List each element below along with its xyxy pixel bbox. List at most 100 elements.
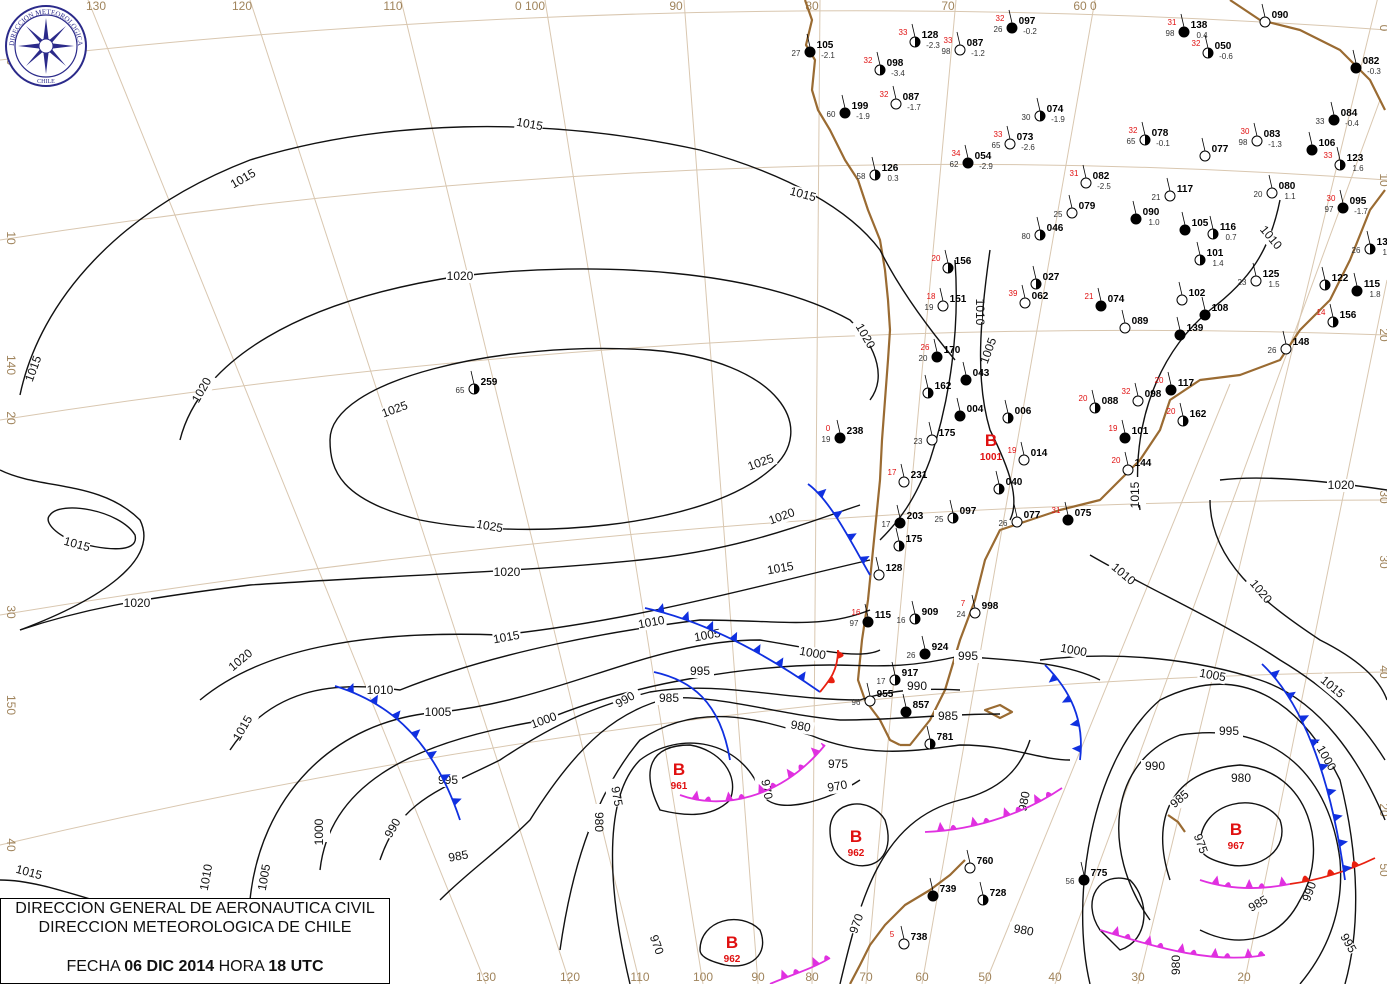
cloud-cover-icon — [834, 432, 846, 444]
station-pressure: 083 — [1264, 129, 1281, 140]
latitude-label: 150 — [4, 695, 18, 715]
isobar-label: 970 — [647, 933, 667, 957]
isobar-label-bg — [1314, 672, 1345, 701]
station-plot: 199 60 -1.9 — [827, 94, 870, 121]
wind-barb-icon — [964, 144, 969, 159]
isobar-label-bg — [201, 859, 220, 890]
station-pressure-tendency: 1.4 — [1382, 248, 1387, 257]
longitude-label: 130 — [86, 0, 106, 13]
cloud-cover-icon — [862, 616, 874, 628]
station-pressure: 027 — [1043, 272, 1060, 283]
wind-barb-icon — [1353, 272, 1358, 287]
isobar-label-bg — [981, 332, 1004, 364]
isobar-label: 1010 — [637, 613, 666, 631]
wind-barb-icon — [924, 374, 929, 389]
cold-front-triangle — [797, 671, 806, 682]
occluded-front-semicircle — [1223, 953, 1231, 958]
isobar-label-bg — [641, 926, 664, 958]
station-plot: 175 — [893, 527, 923, 552]
isobar-label: 990 — [1145, 759, 1165, 773]
wind-barb-icon — [1166, 177, 1171, 192]
station-plot: 097 25 — [935, 499, 977, 524]
wind-barb-icon — [1068, 194, 1073, 209]
cloud-cover-icon — [1122, 464, 1134, 476]
cloud-cover-half-icon — [1325, 280, 1330, 290]
station-dewpoint-or-visibility: 80 — [1022, 232, 1031, 241]
cloud-cover-half-icon — [928, 388, 933, 398]
warm-front — [1289, 857, 1376, 885]
station-plot: 122 — [1319, 266, 1349, 291]
wind-barb-icon — [1209, 215, 1214, 230]
cold-front-triangle — [370, 694, 378, 705]
isobar-label: 1005 — [425, 705, 452, 719]
occluded-front-triangle — [781, 969, 789, 980]
parallel — [0, 10, 1387, 61]
station-temperature: 31 — [1052, 506, 1061, 515]
isobar-label-bg — [513, 115, 544, 134]
station-temperature: 32 — [1122, 387, 1131, 396]
cloud-cover-icon — [804, 46, 816, 58]
occluded-front-triangle — [1034, 794, 1042, 804]
cloud-cover-half-icon — [875, 170, 880, 180]
coast-south-america-west — [803, 0, 901, 746]
isobar-label-bg — [903, 680, 931, 693]
wind-barb-icon — [895, 527, 900, 542]
cold-front-triangle — [656, 603, 665, 613]
logo-text-bottom: CHILE — [37, 79, 55, 85]
station-pressure: 101 — [1207, 248, 1224, 259]
station-plot: 097 32 26 -0.2 — [994, 9, 1037, 36]
station-pressure: 077 — [1212, 144, 1229, 155]
station-plot: 043 — [960, 361, 990, 386]
isobar-label-bg — [824, 758, 852, 771]
station-plot: 156 20 — [932, 249, 972, 274]
wind-barb-icon — [1097, 287, 1102, 302]
cloud-cover-icon — [1080, 177, 1092, 189]
station-pressure: 728 — [990, 888, 1007, 899]
station-dewpoint-or-visibility: 26 — [999, 519, 1008, 528]
station-dewpoint-or-visibility: 58 — [857, 172, 866, 181]
cold-front-triangle — [1326, 788, 1337, 797]
longitude-label: 110 — [630, 970, 649, 984]
station-pressure-tendency: -1.7 — [907, 103, 921, 112]
cold-front-triangle — [1299, 715, 1310, 723]
cloud-cover-half-icon — [1145, 135, 1150, 145]
cloud-cover-icon — [1259, 16, 1271, 28]
station-pressure: 775 — [1091, 868, 1108, 879]
cloud-cover-icon — [927, 890, 939, 902]
station-plot: 074 21 — [1085, 287, 1125, 312]
cloud-cover-half-icon — [1340, 160, 1345, 170]
wind-barb-icon — [956, 31, 961, 46]
station-pressure: 078 — [1152, 128, 1169, 139]
latitude-label: 10 — [4, 231, 18, 245]
longitude-label: 90 — [751, 970, 765, 984]
cloud-cover-icon — [1062, 514, 1074, 526]
isobar-label-bg — [1327, 479, 1355, 492]
isobars — [0, 125, 1387, 984]
station-plot: 162 — [922, 374, 952, 399]
station-pressure: 116 — [1220, 222, 1237, 233]
isobar-label: 980 — [1013, 921, 1035, 938]
station-pressure: 162 — [935, 381, 952, 392]
station-dewpoint-or-visibility: 16 — [897, 616, 906, 625]
station-temperature: 21 — [1085, 292, 1094, 301]
wind-barb-icon — [1006, 125, 1011, 140]
station-dewpoint-or-visibility: 98 — [942, 47, 951, 56]
cold-front-triangle — [1319, 763, 1329, 772]
cloud-cover-half-icon — [915, 37, 920, 47]
isobar-label-bg — [123, 597, 151, 610]
station-plot: 101 19 — [1109, 419, 1149, 444]
cold-front-triangle — [859, 555, 870, 564]
cloud-cover-icon — [900, 706, 912, 718]
cold-front-triangle — [689, 686, 696, 691]
cloud-cover-half-icon — [983, 895, 988, 905]
cloud-cover-icon — [1019, 297, 1031, 309]
wind-barb-icon — [1330, 101, 1335, 116]
latitude-label: 20 — [1377, 803, 1387, 817]
warm-front-semicircle — [837, 650, 844, 659]
station-dewpoint-or-visibility: 30 — [1022, 113, 1031, 122]
cold-front-triangle — [816, 488, 827, 498]
station-dewpoint-or-visibility: 23 — [1238, 278, 1247, 287]
station-temperature: 20 — [1112, 456, 1121, 465]
isobar-label-bg — [1174, 947, 1187, 975]
